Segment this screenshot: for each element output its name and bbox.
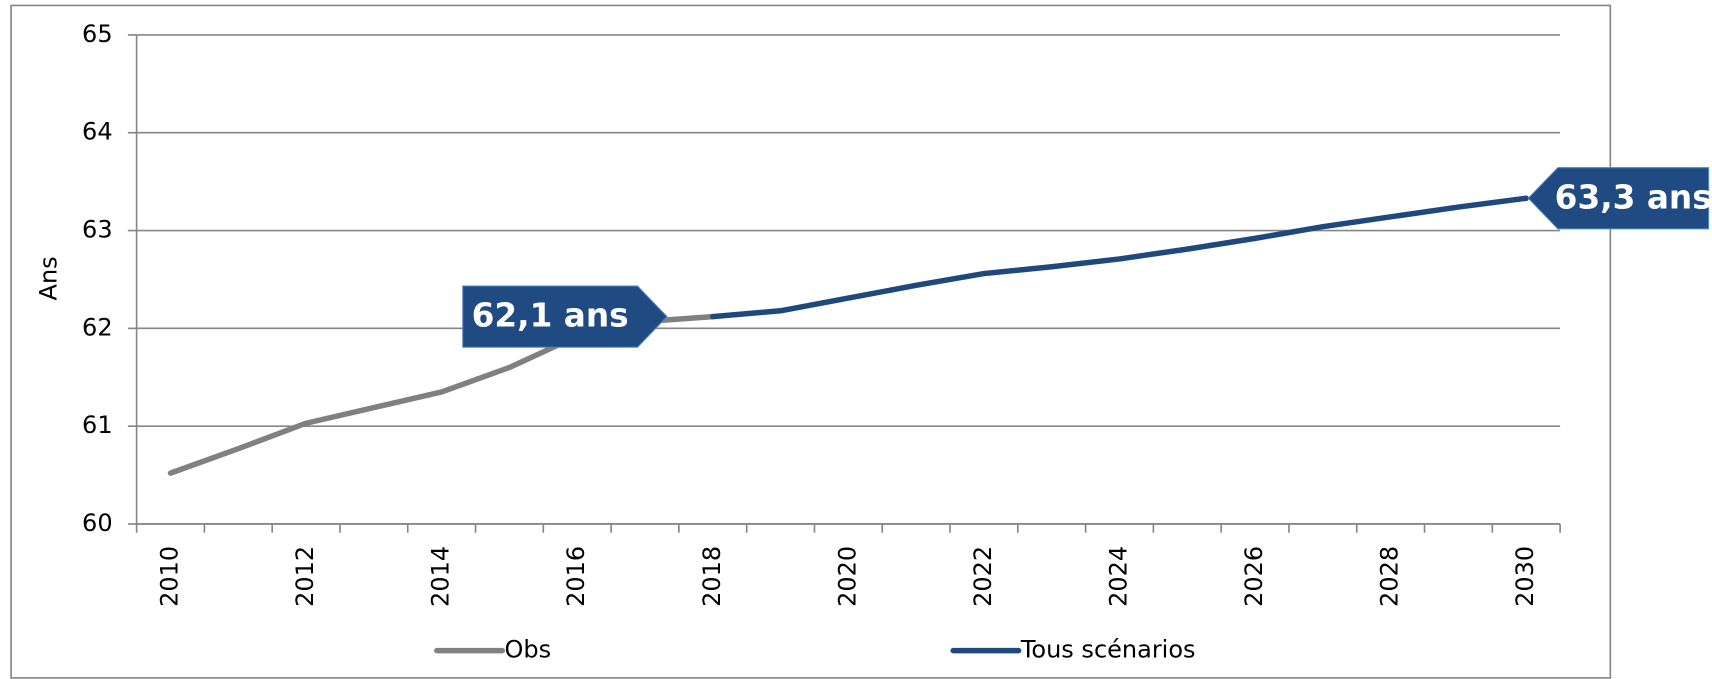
x-tick-label: 2014 bbox=[427, 546, 455, 607]
x-tick-label: 2016 bbox=[562, 546, 590, 607]
x-tick-label: 2026 bbox=[1240, 546, 1268, 607]
y-tick-label: 64 bbox=[82, 118, 113, 146]
x-tick-label: 2022 bbox=[969, 546, 997, 607]
y-tick-label: 65 bbox=[82, 20, 113, 48]
x-tick-label: 2028 bbox=[1376, 546, 1404, 607]
x-tick-label: 2018 bbox=[698, 546, 726, 607]
legend-label: Tous scénarios bbox=[1020, 636, 1196, 664]
x-tick-label: 2030 bbox=[1511, 546, 1539, 607]
x-tick-label: 2020 bbox=[833, 546, 861, 607]
y-tick-label: 60 bbox=[82, 509, 113, 537]
annotation: 63,3 ans bbox=[1555, 178, 1712, 216]
callout bbox=[1527, 167, 1710, 230]
chart-frame bbox=[10, 4, 1612, 679]
y-tick-label: 62 bbox=[82, 313, 113, 341]
x-tick-label: 2012 bbox=[291, 546, 319, 607]
x-tick-label: 2024 bbox=[1105, 546, 1133, 607]
series-line bbox=[710, 195, 1529, 320]
y-tick-label: 63 bbox=[82, 216, 113, 244]
annotation: 62,1 ans bbox=[472, 297, 629, 335]
legend-label: Obs bbox=[504, 636, 551, 664]
y-tick-label: 61 bbox=[82, 411, 113, 439]
callout bbox=[462, 285, 668, 348]
x-tick-label: 2010 bbox=[156, 546, 184, 607]
y-axis-label: Ans bbox=[34, 256, 62, 300]
